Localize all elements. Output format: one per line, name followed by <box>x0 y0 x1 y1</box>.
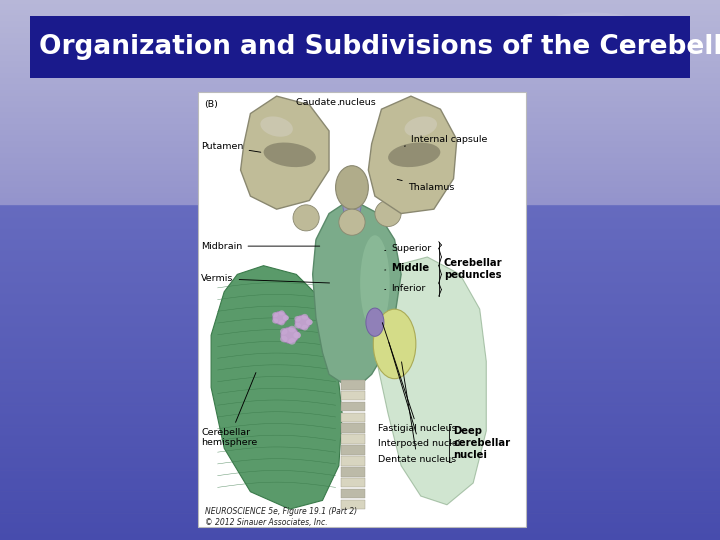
PathPatch shape <box>211 266 342 509</box>
Ellipse shape <box>423 36 513 60</box>
FancyBboxPatch shape <box>198 92 526 526</box>
Text: NEUROSCIENCE 5e, Figure 19.1 (Part 2)
© 2012 Sinauer Associates, Inc.: NEUROSCIENCE 5e, Figure 19.1 (Part 2) © … <box>204 507 356 526</box>
Ellipse shape <box>536 12 644 42</box>
Ellipse shape <box>280 328 287 335</box>
Ellipse shape <box>373 309 416 379</box>
Ellipse shape <box>306 319 312 325</box>
Bar <box>341 445 365 455</box>
Bar <box>341 423 365 433</box>
Ellipse shape <box>294 332 301 339</box>
Text: Inferior: Inferior <box>384 284 426 293</box>
Ellipse shape <box>375 200 401 227</box>
Ellipse shape <box>272 312 278 318</box>
Bar <box>341 478 365 488</box>
Ellipse shape <box>336 166 369 209</box>
Text: Superior: Superior <box>384 244 431 253</box>
Ellipse shape <box>281 327 299 343</box>
Text: Middle: Middle <box>384 263 429 273</box>
Ellipse shape <box>388 143 441 167</box>
Ellipse shape <box>294 316 301 322</box>
Bar <box>341 467 365 476</box>
Ellipse shape <box>283 315 289 320</box>
Ellipse shape <box>294 323 301 328</box>
Bar <box>341 391 365 401</box>
Text: Fastigial nucleus: Fastigial nucleus <box>378 323 456 433</box>
Text: Organization and Subdivisions of the Cerebellum: Organization and Subdivisions of the Cer… <box>39 34 720 60</box>
Text: Vermis: Vermis <box>202 274 330 283</box>
FancyBboxPatch shape <box>30 16 690 78</box>
PathPatch shape <box>240 96 329 209</box>
PathPatch shape <box>369 96 456 213</box>
Ellipse shape <box>302 314 308 320</box>
Bar <box>341 402 365 411</box>
Ellipse shape <box>295 315 311 329</box>
Ellipse shape <box>283 315 289 320</box>
Ellipse shape <box>302 325 308 330</box>
Text: Deep
cerebellar
nuclei: Deep cerebellar nuclei <box>454 427 510 460</box>
Text: Internal capsule: Internal capsule <box>405 135 487 146</box>
Ellipse shape <box>294 332 301 339</box>
Ellipse shape <box>288 338 296 345</box>
Text: Interposed nuclei: Interposed nuclei <box>378 342 461 448</box>
PathPatch shape <box>312 205 401 383</box>
Bar <box>341 489 365 498</box>
Text: Dentate nucleus: Dentate nucleus <box>378 362 456 464</box>
Ellipse shape <box>343 188 361 221</box>
Text: Thalamus: Thalamus <box>397 179 454 192</box>
Bar <box>341 500 365 509</box>
Bar <box>341 434 365 444</box>
Text: Midbrain: Midbrain <box>202 241 320 251</box>
Bar <box>341 456 365 465</box>
Ellipse shape <box>279 320 284 326</box>
Text: Cerebellar
peduncles: Cerebellar peduncles <box>444 258 503 280</box>
Ellipse shape <box>279 310 284 315</box>
Ellipse shape <box>272 318 278 323</box>
Text: Putamen: Putamen <box>202 141 261 152</box>
Ellipse shape <box>280 336 287 342</box>
Text: (B): (B) <box>204 100 218 109</box>
PathPatch shape <box>369 257 486 505</box>
Ellipse shape <box>405 117 437 137</box>
Bar <box>341 380 365 389</box>
Bar <box>341 413 365 422</box>
Ellipse shape <box>273 312 287 325</box>
Ellipse shape <box>36 18 180 57</box>
Ellipse shape <box>360 235 390 331</box>
Text: Caudate nucleus: Caudate nucleus <box>297 98 376 107</box>
Ellipse shape <box>339 209 365 235</box>
Ellipse shape <box>288 326 296 332</box>
Ellipse shape <box>293 205 319 231</box>
Text: Cerebellar
hemisphere: Cerebellar hemisphere <box>202 373 258 447</box>
Ellipse shape <box>261 117 293 137</box>
Ellipse shape <box>306 319 312 325</box>
Ellipse shape <box>264 143 316 167</box>
Ellipse shape <box>366 308 384 336</box>
